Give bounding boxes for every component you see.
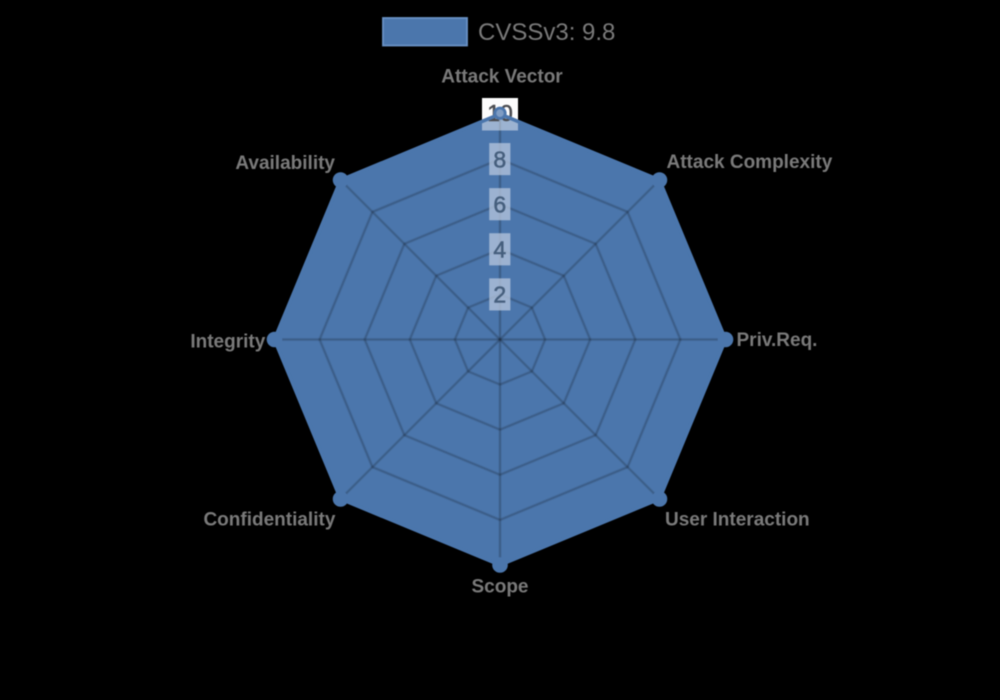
svg-text:4: 4 — [493, 237, 506, 263]
svg-text:2: 2 — [493, 282, 506, 308]
svg-text:Availability: Availability — [235, 153, 335, 174]
svg-text:Integrity: Integrity — [190, 331, 265, 352]
svg-text:Attack Complexity: Attack Complexity — [667, 152, 833, 173]
svg-text:8: 8 — [493, 146, 506, 172]
svg-text:6: 6 — [493, 192, 506, 218]
svg-text:Priv.Req.: Priv.Req. — [737, 330, 818, 351]
svg-text:User Interaction: User Interaction — [665, 509, 810, 530]
svg-text:CVSSv3: 9.8: CVSSv3: 9.8 — [478, 19, 615, 46]
svg-text:Attack Vector: Attack Vector — [441, 66, 563, 87]
svg-text:Scope: Scope — [471, 577, 528, 598]
svg-text:Confidentiality: Confidentiality — [203, 509, 335, 530]
